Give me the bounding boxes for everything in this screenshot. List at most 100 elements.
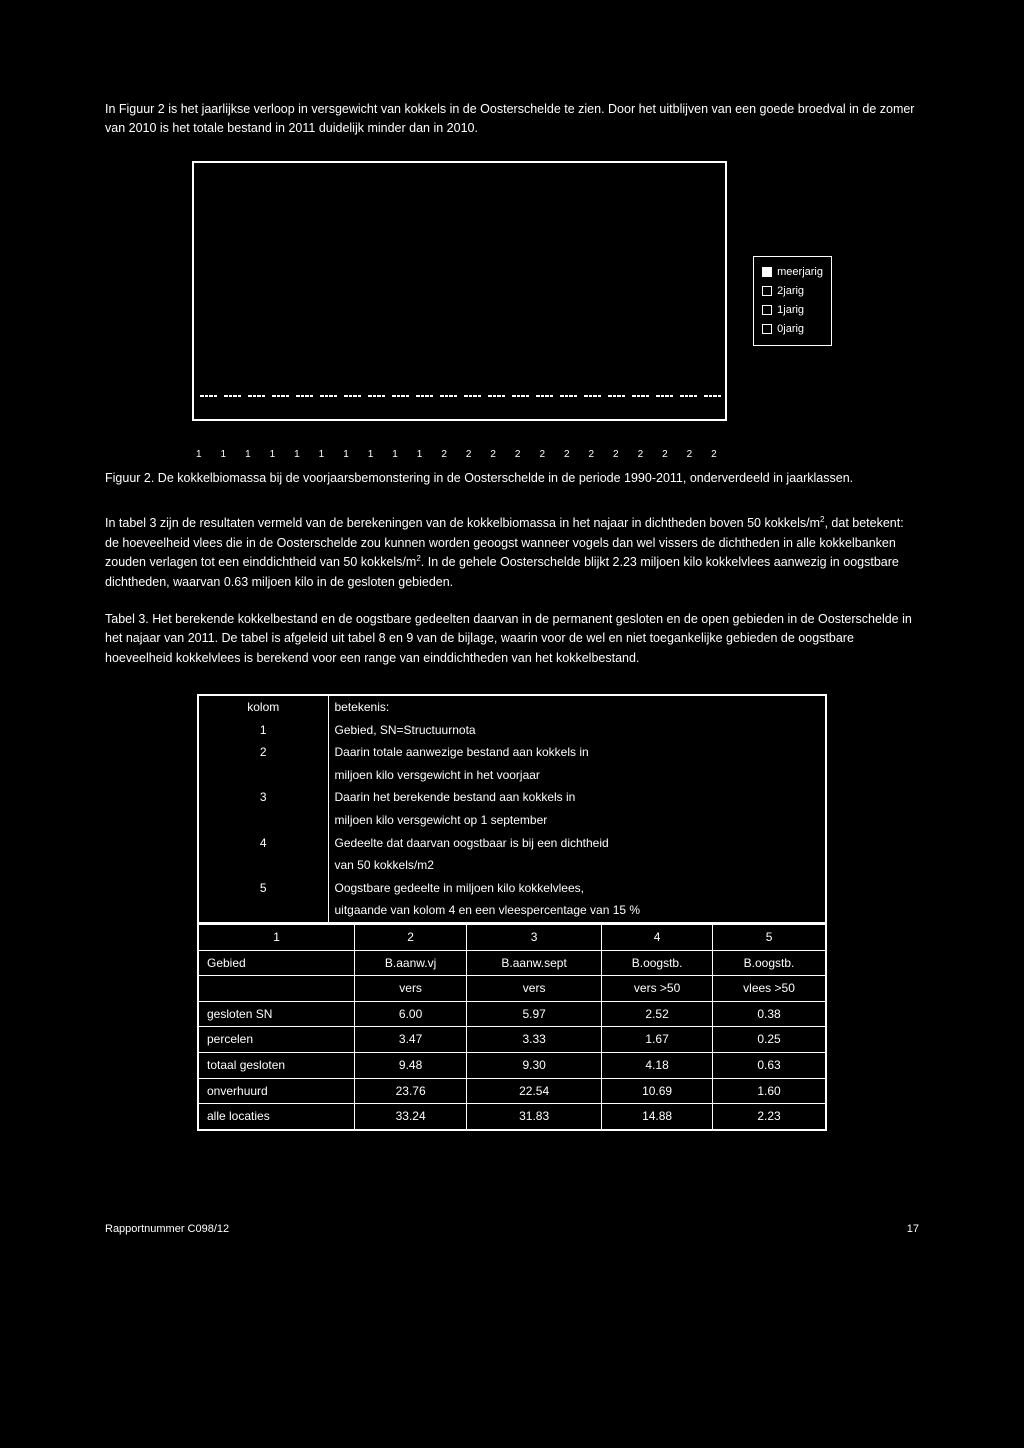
bar-cluster: [224, 395, 242, 397]
def-key: [198, 809, 328, 832]
def-key: [198, 854, 328, 877]
def-key: 5: [198, 877, 328, 900]
cell-value: 23.76: [355, 1078, 467, 1104]
bar: [665, 395, 669, 397]
cell-value: 2.52: [602, 1001, 713, 1027]
bar: [694, 395, 698, 397]
bar-cluster: [320, 395, 338, 397]
x-tick: 1: [319, 447, 326, 463]
bar: [257, 395, 261, 397]
cell-value: 3.47: [355, 1027, 467, 1053]
bar-cluster: [704, 395, 722, 397]
bar-cluster: [416, 395, 434, 397]
bar: [521, 395, 525, 397]
bar: [656, 395, 660, 397]
x-tick: 1: [368, 447, 375, 463]
bar: [368, 395, 372, 397]
bar: [646, 395, 650, 397]
bar: [296, 395, 300, 397]
bar: [478, 395, 482, 397]
bar: [713, 395, 717, 397]
cell-value: 4.18: [602, 1052, 713, 1078]
column-subheader: vers: [467, 976, 602, 1002]
cell-value: 14.88: [602, 1104, 713, 1130]
bar-cluster: [560, 395, 578, 397]
bar: [493, 395, 497, 397]
bar: [358, 395, 362, 397]
bar-cluster: [488, 395, 506, 397]
page-footer: Rapportnummer C098/12 17: [105, 1221, 919, 1238]
x-tick: 1: [343, 447, 350, 463]
cell-value: 0.38: [713, 1001, 826, 1027]
x-tick: 2: [711, 447, 718, 463]
def-key: 2: [198, 741, 328, 764]
bar: [301, 395, 305, 397]
bar: [310, 395, 314, 397]
paragraph-results: In tabel 3 zijn de resultaten vermeld va…: [105, 514, 919, 592]
bar: [320, 395, 324, 397]
cell-value: 9.30: [467, 1052, 602, 1078]
x-tick: 2: [466, 447, 473, 463]
legend-swatch: [762, 267, 772, 277]
bar: [536, 395, 540, 397]
col-number: 3: [467, 924, 602, 950]
cell-value: 10.69: [602, 1078, 713, 1104]
x-tick: 1: [417, 447, 424, 463]
bar: [224, 395, 228, 397]
bar: [401, 395, 405, 397]
cell-value: 5.97: [467, 1001, 602, 1027]
row-label: onverhuurd: [198, 1078, 355, 1104]
bar: [353, 395, 357, 397]
bar: [229, 395, 233, 397]
bar: [598, 395, 602, 397]
bar: [709, 395, 713, 397]
x-axis-labels: 1111111111222222222222: [198, 447, 720, 463]
row-label: totaal gesloten: [198, 1052, 355, 1078]
cell-value: 0.25: [713, 1027, 826, 1053]
bar-cluster: [368, 395, 386, 397]
column-header: B.oogstb.: [713, 950, 826, 976]
def-value: miljoen kilo versgewicht in het voorjaar: [328, 764, 826, 787]
x-tick: 1: [196, 447, 203, 463]
bar-group: [200, 187, 722, 397]
bar-cluster: [632, 395, 650, 397]
bar: [449, 395, 453, 397]
bar: [574, 395, 578, 397]
bar: [550, 395, 554, 397]
bar: [589, 395, 593, 397]
legend-label: 2jarig: [777, 283, 804, 300]
bar-cluster: [392, 395, 410, 397]
footer-report-number: Rapportnummer C098/12: [105, 1221, 229, 1238]
x-tick: 1: [294, 447, 301, 463]
column-header: B.aanw.sept: [467, 950, 602, 976]
bar-cluster: [512, 395, 530, 397]
col-number: 4: [602, 924, 713, 950]
bar: [502, 395, 506, 397]
x-tick: 2: [539, 447, 546, 463]
bar: [214, 395, 218, 397]
bar-cluster: [200, 395, 218, 397]
bar: [430, 395, 434, 397]
bar: [670, 395, 674, 397]
bar: [209, 395, 213, 397]
column-header: B.oogstb.: [602, 950, 713, 976]
bar: [421, 395, 425, 397]
legend-swatch: [762, 305, 772, 315]
x-tick: 2: [638, 447, 645, 463]
x-tick: 2: [441, 447, 448, 463]
def-key: [198, 764, 328, 787]
bar: [205, 395, 209, 397]
def-key: 4: [198, 832, 328, 855]
x-tick: 2: [662, 447, 669, 463]
legend-label: meerjarig: [777, 264, 823, 281]
bar: [526, 395, 530, 397]
cell-value: 9.48: [355, 1052, 467, 1078]
bar: [373, 395, 377, 397]
x-tick: 1: [245, 447, 252, 463]
cell-value: 33.24: [355, 1104, 467, 1130]
legend-swatch: [762, 324, 772, 334]
legend-label: 0jarig: [777, 321, 804, 338]
bar-cluster: [296, 395, 314, 397]
cell-value: 22.54: [467, 1078, 602, 1104]
def-key: [198, 899, 328, 923]
